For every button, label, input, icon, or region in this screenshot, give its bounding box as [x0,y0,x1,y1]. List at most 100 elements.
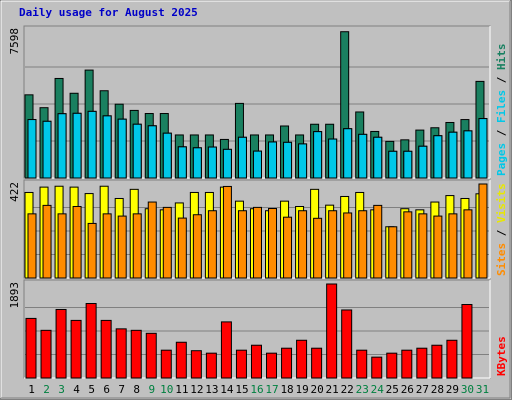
bar-sites-19 [298,210,308,279]
bar-sites-20 [313,217,323,279]
bar-kbytes-21 [326,283,338,379]
tick-label: 29 [446,383,459,396]
bar-sites-22 [343,212,353,279]
bar-pages-11 [177,146,187,179]
tick-label: 24 [371,383,385,396]
max-label: 1893 [8,282,21,309]
tick-label: 28 [431,383,444,396]
tick-label: 16 [250,383,263,396]
bar-kbytes-23 [356,349,368,379]
bar-sites-17 [268,208,278,279]
tick-label: 3 [58,383,65,396]
tick-label: 15 [235,383,248,396]
side-label: Sites / Visits [495,183,508,276]
tick-label: 14 [220,383,234,396]
bar-sites-4 [72,205,82,279]
bar-pages-19 [298,143,308,179]
bar-sites-14 [222,185,232,279]
bar-pages-5 [87,110,97,179]
bar-pages-24 [373,136,383,179]
tick-label: 10 [160,383,173,396]
bar-kbytes-14 [220,321,232,379]
side-label-hits: Hits [495,44,508,71]
series-sites [27,183,488,279]
bar-sites-25 [388,226,398,279]
tick-label: 6 [103,383,110,396]
tick-label: 30 [461,383,474,396]
side-label-pages: Pages [495,143,508,176]
tick-label: 9 [148,383,155,396]
bar-kbytes-24 [371,356,383,379]
bar-pages-16 [252,150,262,179]
bar-kbytes-4 [70,319,82,379]
bar-kbytes-10 [160,349,172,379]
tick-label: 11 [175,383,188,396]
tick-label: 26 [401,383,414,396]
bar-pages-21 [328,138,338,179]
bar-pages-13 [207,146,217,179]
bar-pages-22 [343,128,353,179]
bar-kbytes-18 [281,347,293,379]
bar-kbytes-6 [100,319,112,379]
bar-sites-31 [478,183,488,279]
bar-pages-17 [268,141,278,179]
tick-label: 23 [356,383,369,396]
tick-label: 20 [311,383,324,396]
bar-pages-15 [237,136,247,179]
side-label-separator: / [495,223,508,243]
bar-sites-29 [448,213,458,279]
bar-sites-30 [463,209,473,279]
tick-label: 31 [476,383,489,396]
bar-pages-23 [358,133,368,179]
bar-pages-2 [42,120,52,179]
tick-label: 21 [326,383,339,396]
bar-pages-9 [147,125,157,179]
chart-panels: 7598 Pages / Files / Hits 422 Sites / Visit… [8,25,508,379]
panel-2: 422 Sites / Visits [8,179,508,279]
tick-label: 18 [280,383,293,396]
bar-sites-23 [358,210,368,279]
side-label: Pages / Files / Hits [495,44,508,177]
side-label-kbytes: KBytes [495,336,508,376]
tick-label: 5 [88,383,95,396]
bar-sites-9 [147,201,157,279]
tick-label: 25 [386,383,399,396]
panel-3: 1893 KBytes [8,279,508,379]
bar-sites-16 [252,206,262,279]
bar-kbytes-28 [431,344,443,379]
bar-kbytes-17 [266,352,278,379]
bar-pages-26 [403,150,413,179]
bar-kbytes-30 [461,304,473,379]
bar-kbytes-25 [386,352,398,379]
side-label-separator: / [495,123,508,143]
bar-kbytes-1 [25,317,37,379]
panel-1: 7598 Pages / Files / Hits [8,25,508,179]
bar-sites-27 [418,213,428,279]
bar-sites-3 [57,213,67,279]
bar-sites-7 [117,215,127,279]
bar-kbytes-5 [85,303,97,379]
max-label: 7598 [8,28,21,55]
bar-kbytes-12 [190,350,202,379]
max-label: 422 [8,182,21,202]
tick-label: 13 [205,383,218,396]
bar-pages-3 [57,113,67,179]
bar-pages-1 [27,119,37,179]
bar-sites-12 [192,214,202,279]
tick-label: 17 [265,383,278,396]
bar-kbytes-3 [55,308,67,379]
chart-title: Daily usage for August 2025 [19,6,198,19]
bar-sites-8 [132,213,142,279]
side-label-sites: Sites [495,243,508,276]
bar-pages-18 [283,141,293,179]
bar-kbytes-19 [296,339,308,379]
bar-kbytes-20 [311,347,323,379]
tick-label: 2 [43,383,50,396]
tick-label: 19 [295,383,308,396]
bar-pages-14 [222,148,232,179]
bar-pages-20 [313,131,323,179]
bar-kbytes-15 [235,349,247,379]
bar-kbytes-29 [446,339,458,379]
series-kbytes [25,283,473,379]
